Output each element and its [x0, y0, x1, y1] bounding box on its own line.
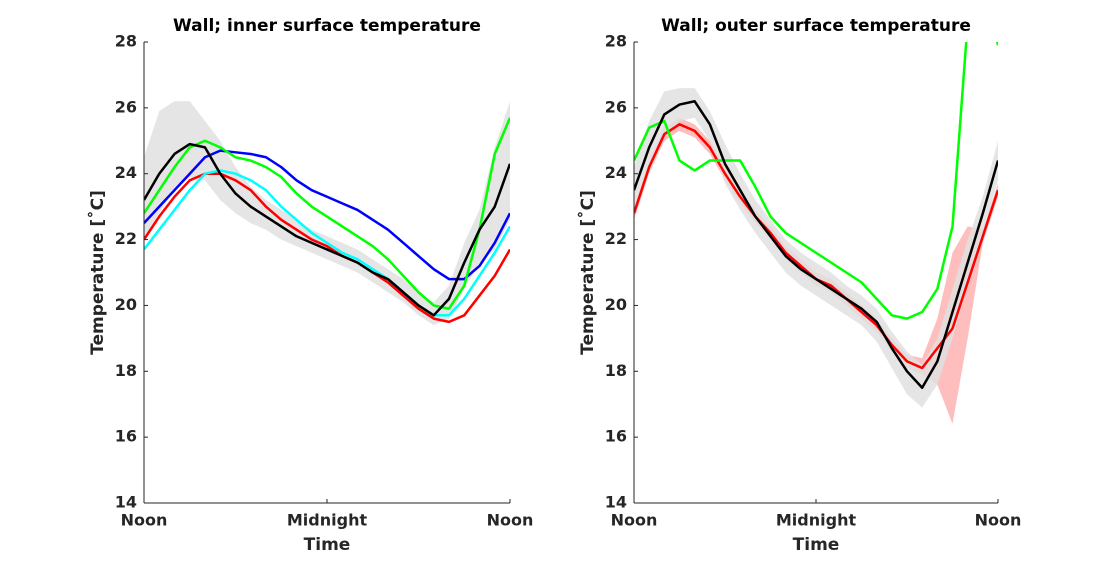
axes: Wall; inner surface temperature Time Tempe…: [86, 16, 533, 555]
series-line: [144, 142, 510, 317]
y-tick-label: 18: [605, 361, 627, 380]
y-tick-label: 18: [115, 361, 137, 380]
x-tick-label: Noon: [487, 511, 534, 530]
band: [144, 101, 510, 326]
series-line: [634, 42, 998, 320]
x-tick-label: Noon: [611, 511, 658, 530]
x-axis-label: Time: [793, 535, 840, 555]
y-tick-label: 16: [605, 427, 627, 446]
y-tick-label: 26: [115, 97, 137, 116]
y-tick-label: 26: [605, 97, 627, 116]
axes: Wall; outer surface temperature Time Tempe…: [576, 16, 1022, 555]
y-tick-label: 14: [115, 493, 137, 512]
y-tick-label: 20: [605, 295, 627, 314]
y-tick-label: 20: [115, 295, 137, 314]
x-tick-label: Midnight: [776, 511, 857, 530]
chart-title: Wall; inner surface temperature: [173, 16, 481, 36]
y-tick-label: 24: [605, 163, 627, 182]
x-tick-label: Noon: [975, 511, 1022, 530]
x-axis-label: Time: [304, 535, 351, 555]
plot-area: [634, 42, 998, 424]
x-tick-label: Noon: [121, 511, 168, 530]
band: [634, 88, 998, 408]
series-line: [144, 117, 510, 310]
series-line: [634, 100, 998, 389]
y-tick-label: 16: [115, 427, 137, 446]
series-line: [144, 169, 510, 317]
plot-area: [144, 101, 510, 326]
y-tick-label: 24: [115, 163, 137, 182]
y-tick-label: 14: [605, 493, 627, 512]
y-tick-label: 22: [115, 229, 137, 248]
y-tick-label: 22: [605, 229, 627, 248]
series-line: [144, 149, 510, 281]
y-axis-label: Temperature [˚C]: [86, 190, 108, 355]
x-tick-label: Midnight: [287, 511, 368, 530]
chart-title: Wall; outer surface temperature: [661, 16, 971, 36]
y-axis-label: Temperature [˚C]: [576, 190, 598, 355]
y-tick-label: 28: [605, 32, 627, 51]
y-tick-label: 28: [115, 32, 137, 51]
